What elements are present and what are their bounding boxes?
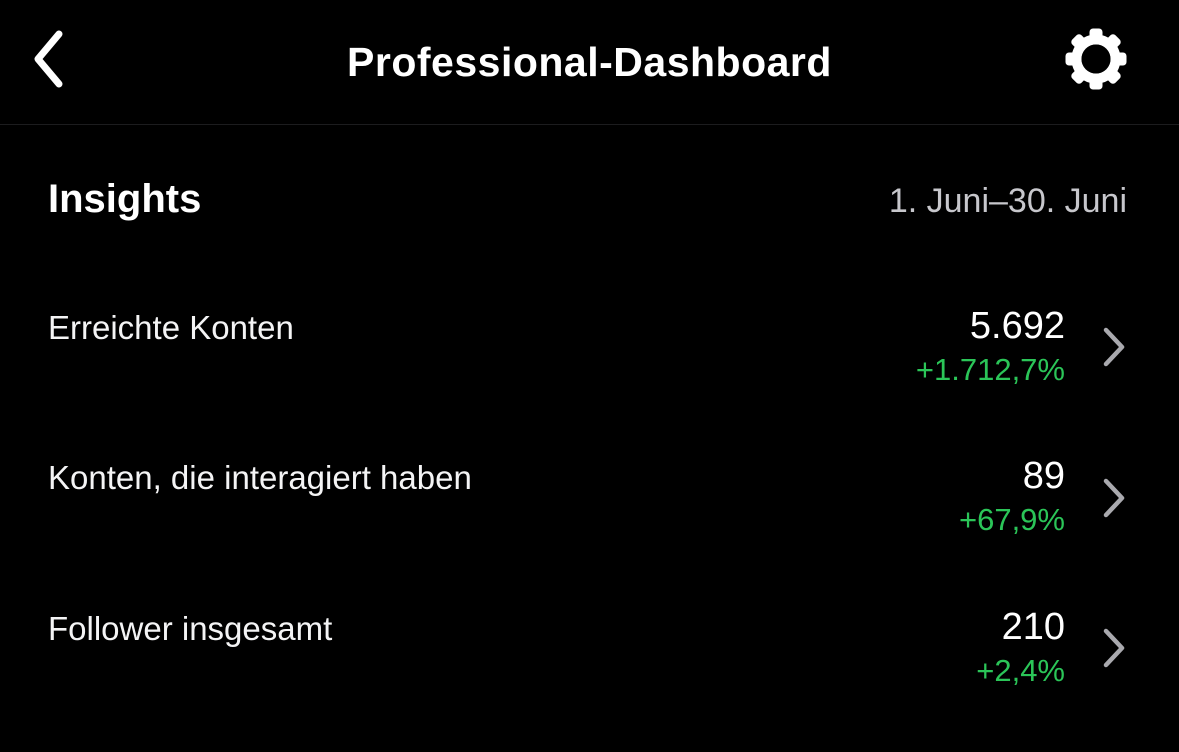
metric-values: 5.692 +1.712,7% — [916, 304, 1065, 390]
chevron-right-icon — [1102, 626, 1127, 670]
date-range: 1. Juni–30. Juni — [888, 182, 1127, 220]
chevron-left-icon — [30, 28, 66, 93]
metric-list: Erreichte Konten 5.692 +1.712,7% Konten,… — [48, 304, 1127, 691]
gear-icon — [1064, 27, 1128, 94]
metric-values: 89 +67,9% — [959, 454, 1065, 540]
metric-row-accounts-engaged[interactable]: Konten, die interagiert haben 89 +67,9% — [48, 454, 1127, 540]
chevron-right-icon — [1102, 325, 1127, 369]
metric-values: 210 +2,4% — [976, 605, 1065, 691]
metric-label: Follower insgesamt — [48, 609, 333, 647]
header: Professional-Dashboard — [0, 0, 1179, 125]
insights-panel: Insights 1. Juni–30. Juni Erreichte Kont… — [0, 177, 1179, 691]
insights-header: Insights 1. Juni–30. Juni — [48, 177, 1127, 222]
metric-value: 89 — [1022, 455, 1065, 498]
metric-change: +2,4% — [976, 652, 1065, 688]
settings-button[interactable] — [1063, 26, 1129, 94]
page-title: Professional-Dashboard — [347, 38, 832, 85]
chevron-right-icon — [1102, 476, 1127, 520]
metric-label: Erreichte Konten — [48, 309, 294, 346]
metric-value: 210 — [1001, 605, 1065, 648]
metric-change: +67,9% — [958, 502, 1065, 538]
metric-row-total-followers[interactable]: Follower insgesamt 210 +2,4% — [48, 605, 1127, 691]
metric-row-reached-accounts[interactable]: Erreichte Konten 5.692 +1.712,7% — [48, 304, 1127, 390]
metric-label: Konten, die interagiert haben — [48, 459, 472, 497]
metric-value: 5.692 — [969, 305, 1065, 347]
metric-change: +1.712,7% — [915, 352, 1065, 388]
back-button[interactable] — [20, 24, 76, 96]
insights-title: Insights — [48, 177, 202, 221]
